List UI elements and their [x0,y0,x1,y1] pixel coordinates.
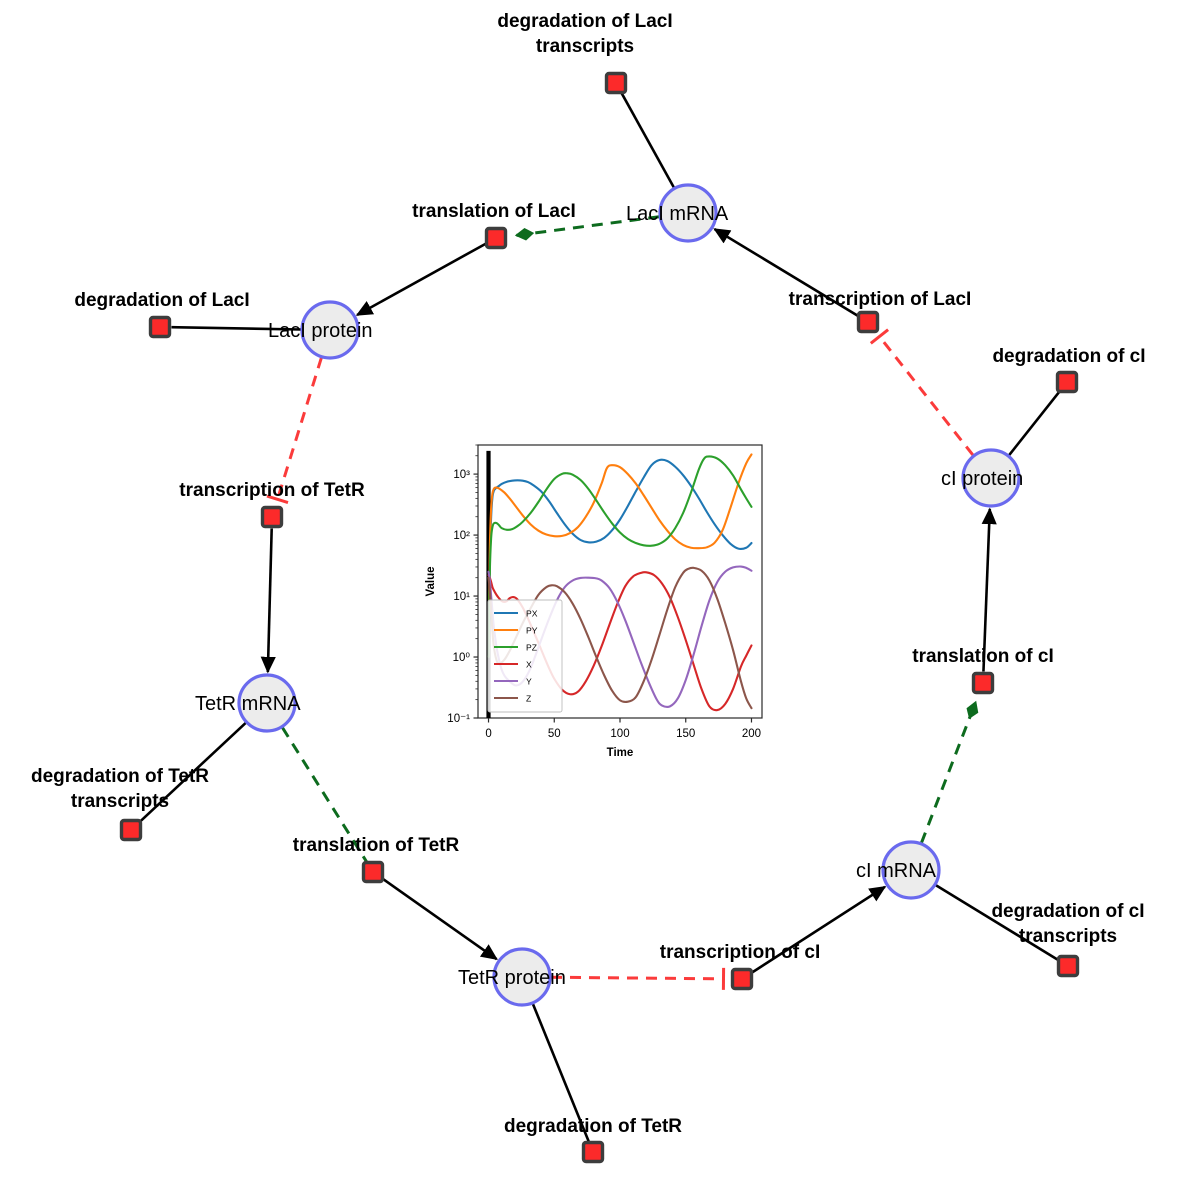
edge-catalysis [514,215,660,241]
edge-catalysis [920,700,979,844]
edge-reaction [355,242,487,317]
edge-catalysis [281,726,369,864]
chart-y-ticklabel: 10⁻¹ [447,713,470,725]
edge-inhibition [276,357,323,500]
species-label-laci_protein: LacI protein [268,320,373,342]
edge-reaction [260,528,276,674]
reaction-node-degr_tetr_transcripts[interactable] [119,818,143,842]
reaction-node-degr_tetr[interactable] [581,1140,605,1164]
chart-legend-label-PY: PY [526,625,538,635]
reaction-label-degr_tetr_transcripts: transcripts [71,791,169,812]
reaction-node-transcr_tetr[interactable] [260,505,284,529]
reaction-label-degr_laci_transcripts: transcripts [536,36,634,57]
chart-x-ticklabel: 200 [742,728,761,740]
edge-reaction [381,877,498,961]
chart-series-PY [487,453,753,659]
species-node-laci_protein[interactable] [300,300,360,360]
edge-reaction [935,884,1059,962]
edge-reaction [171,325,302,331]
reaction-node-degr_ci[interactable] [1055,370,1079,394]
chart-series-PX [487,458,753,659]
inhibition-tbar [266,494,289,505]
chart-legend-label-Z: Z [526,693,531,703]
species-label-ci_mrna: cI mRNA [856,860,937,882]
chart-y-ticklabel: 10³ [453,469,470,481]
chart-y-ticklabel: 10¹ [453,591,470,603]
reaction-label-transcr_ci: transcription of cI [660,942,820,963]
reaction-label-transl_tetr: translation of TetR [293,835,460,856]
reaction-label-transcr_tetr: transcription of TetR [179,480,365,501]
species-node-ci_mrna[interactable] [881,840,941,900]
species-label-tetr_mrna: TetR mRNA [195,693,301,715]
chart-y-ticklabel: 10⁰ [453,652,471,664]
edge-reaction [1007,390,1061,457]
reaction-label-degr_ci_transcripts: degradation of cI [991,901,1144,922]
reaction-label-degr_tetr: degradation of TetR [504,1116,682,1137]
reaction-node-degr_ci_transcripts[interactable] [1056,954,1080,978]
edge-reaction [981,507,997,672]
chart-ylabel: Value [425,566,437,596]
species-node-ci_protein[interactable] [961,448,1021,508]
reaction-node-transl_laci[interactable] [484,226,508,250]
chart-x-ticklabel: 150 [676,728,695,740]
reaction-label-transl_laci: translation of LacI [412,201,576,222]
chart-x-ticklabel: 50 [548,728,561,740]
chart-legend-label-PX: PX [526,608,538,618]
edge-inhibition [550,975,724,981]
chart-legend [487,599,563,713]
reaction-node-transcr_laci[interactable] [856,310,880,334]
chart-x-ticklabel: 100 [610,728,629,740]
species-label-laci_mrna: LacI mRNA [626,203,729,225]
species-node-tetr_protein[interactable] [492,947,552,1007]
reaction-label-degr_tetr_transcripts: degradation of TetR [31,766,209,787]
reaction-node-degr_laci_transcripts[interactable] [604,71,628,95]
chart-legend-label-PZ: PZ [526,642,537,652]
chart-x-ticklabel: 0 [485,728,491,740]
reaction-node-transcr_ci[interactable] [730,967,754,991]
edge-reaction [750,885,887,974]
labels-layer: degradation of LacI transcripts translatio… [31,11,1146,1137]
reaction-label-degr_laci_transcripts: degradation of LacI [497,11,672,32]
edge-reaction [713,227,859,318]
chart-y-ticklabel: 10² [453,530,470,542]
reaction-label-transcr_laci: transcription of LacI [789,289,972,310]
timecourse-chart-svg: 10⁻¹ 10⁰ 10¹ 10² 10³ 0 50 100 150 200 Time Value PX P… [406,433,772,761]
reaction-label-transl_ci: translation of cI [912,646,1053,667]
reaction-label-degr_ci_transcripts: transcripts [1019,926,1117,947]
edge-reaction [531,1003,590,1142]
reaction-label-degr_laci: degradation of LacI [74,290,249,311]
reaction-node-transl_ci[interactable] [971,671,995,695]
chart-body: 10⁻¹ 10⁰ 10¹ 10² 10³ 0 50 100 150 200 Time Value PX P… [425,444,763,759]
chart-legend-label-X: X [526,659,532,669]
edge-inhibition [878,335,975,457]
timecourse-chart-inset: 10⁻¹ 10⁰ 10¹ 10² 10³ 0 50 100 150 200 Time Value PX P… [406,433,772,761]
chart-legend-label-Y: Y [526,676,532,686]
reaction-label-degr_ci: degradation of cI [992,346,1145,367]
nodes-layer [119,71,1080,1164]
species-node-laci_mrna[interactable] [658,183,718,243]
chart-xlabel: Time [607,747,634,759]
reaction-node-transl_tetr[interactable] [361,860,385,884]
species-label-tetr_protein: TetR protein [458,967,566,989]
edges-layer [138,92,1061,1142]
species-node-tetr_mrna[interactable] [237,673,297,733]
edge-reaction [138,721,247,824]
edge-reaction [620,92,676,189]
reaction-node-degr_laci[interactable] [148,315,172,339]
species-label-ci_protein: cI protein [941,468,1023,490]
inhibition-tbar [869,328,890,345]
chart-series-PZ [487,455,753,659]
